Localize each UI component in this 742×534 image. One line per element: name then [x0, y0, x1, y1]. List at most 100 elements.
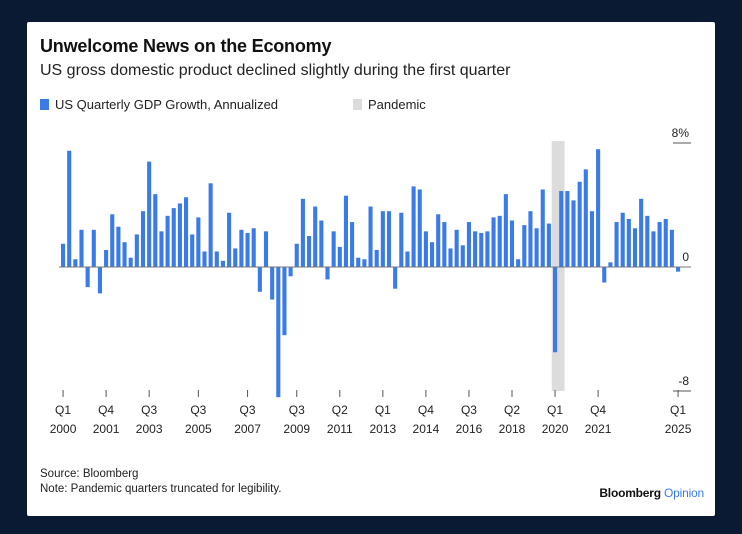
bar	[602, 267, 607, 283]
bar	[386, 211, 392, 267]
bar	[159, 231, 164, 267]
bar	[239, 229, 244, 267]
bar	[147, 161, 152, 267]
bar	[294, 243, 299, 267]
bar	[651, 231, 656, 267]
x-tick-quarter: Q3	[190, 403, 206, 417]
bar	[497, 215, 502, 267]
bar	[657, 222, 662, 267]
chart-plot: 8% 0 -8 Q1 2000 Q4 2001 Q3 2003 Q3 2005 Q3 2007 Q3 200…	[50, 126, 692, 436]
x-tick-year: 2000	[50, 422, 77, 436]
bar	[356, 257, 361, 267]
x-tick-quarter: Q1	[55, 403, 71, 417]
bar	[559, 191, 564, 267]
bar	[350, 222, 355, 267]
legend-series-swatch	[40, 99, 49, 110]
bar	[97, 267, 102, 294]
bar	[528, 211, 533, 267]
bar	[104, 249, 109, 267]
bar	[343, 195, 348, 267]
chart-subtitle: US gross domestic product declined sligh…	[40, 62, 511, 79]
bar	[233, 248, 238, 267]
x-tick-year: 2021	[585, 422, 612, 436]
bar	[436, 214, 441, 267]
legend-series-label: US Quarterly GDP Growth, Annualized	[55, 97, 279, 112]
bar	[423, 231, 428, 267]
bar	[325, 267, 330, 280]
bar	[608, 262, 613, 267]
bar	[251, 228, 256, 267]
x-tick-year: 2005	[185, 422, 212, 436]
x-tick-quarter: Q2	[504, 403, 520, 417]
bar	[571, 200, 576, 267]
x-tick-quarter: Q3	[289, 403, 305, 417]
bar	[331, 231, 336, 267]
x-tick-quarter: Q3	[141, 403, 157, 417]
bar	[190, 234, 195, 267]
bar	[374, 249, 379, 267]
x-tick-quarter: Q2	[332, 403, 348, 417]
bar	[620, 212, 625, 267]
bar	[479, 232, 484, 267]
bar	[110, 214, 115, 267]
bar	[380, 211, 385, 267]
legend-pandemic: Pandemic	[353, 97, 426, 112]
bar	[245, 232, 250, 267]
bar	[565, 191, 570, 267]
bar	[503, 194, 508, 267]
x-tick-quarter: Q1	[375, 403, 391, 417]
x-tick-year: 2013	[369, 422, 396, 436]
bar	[85, 267, 90, 288]
chart-card: Unwelcome News on the Economy US gross d…	[27, 22, 715, 516]
x-tick-quarter: Q4	[418, 403, 434, 417]
legend-series: US Quarterly GDP Growth, Annualized	[40, 97, 278, 112]
bar	[79, 229, 84, 267]
y-tick-label: 0	[682, 250, 689, 264]
bar	[639, 198, 644, 267]
x-tick-quarter: Q1	[670, 403, 686, 417]
bar	[128, 257, 133, 267]
bar	[319, 220, 324, 267]
brand-accent: Opinion	[664, 486, 704, 500]
bar	[589, 211, 594, 267]
x-tick-year: 2009	[283, 422, 310, 436]
bar	[491, 217, 496, 267]
x-tick-year: 2020	[542, 422, 569, 436]
bar	[307, 236, 312, 267]
bar	[448, 248, 453, 267]
bar	[263, 231, 269, 267]
bar	[208, 183, 213, 267]
legend-pandemic-label: Pandemic	[368, 97, 426, 112]
bar	[61, 243, 66, 267]
bar	[393, 267, 398, 289]
note-text: Note: Pandemic quarters truncated for le…	[40, 483, 282, 495]
bar	[534, 228, 539, 267]
x-tick-year: 2014	[413, 422, 440, 436]
bar	[676, 267, 681, 272]
x-tick-year: 2016	[456, 422, 483, 436]
bar	[257, 267, 262, 292]
x-tick-quarter: Q3	[461, 403, 477, 417]
x-tick-year: 2025	[665, 422, 692, 436]
legend-pandemic-swatch	[353, 99, 362, 110]
bar	[540, 189, 545, 267]
bar	[411, 186, 416, 267]
bloomberg-opinion-logo: Bloomberg Opinion	[599, 486, 704, 500]
bar	[214, 251, 219, 267]
bar	[442, 222, 447, 267]
y-tick-label: -8	[678, 374, 689, 388]
bar	[417, 189, 422, 267]
bar	[466, 222, 471, 267]
bar	[165, 215, 170, 267]
bar	[177, 203, 182, 267]
bar	[122, 242, 127, 267]
bar	[91, 229, 96, 267]
bar	[288, 267, 293, 277]
bar	[202, 251, 207, 267]
bar	[171, 208, 176, 267]
x-tick-quarter: Q3	[240, 403, 256, 417]
bar	[73, 259, 78, 267]
bar	[553, 267, 558, 353]
bar	[509, 220, 515, 267]
bar	[184, 197, 189, 267]
